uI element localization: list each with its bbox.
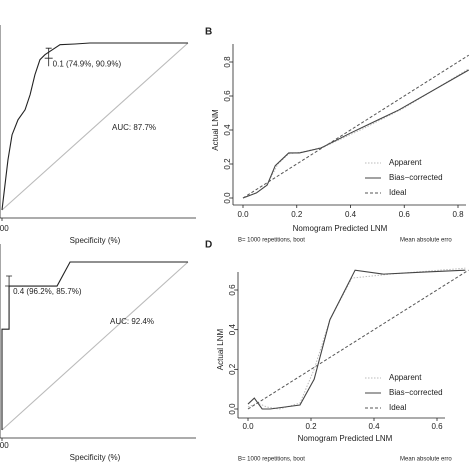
x-tick-label: 0.2	[291, 210, 303, 219]
threshold-label: 0.1 (74.9%, 90.9%)	[53, 59, 122, 68]
y-tick-label: 0.2	[223, 158, 232, 170]
legend-label: Ideal	[389, 403, 407, 412]
series-line	[247, 269, 466, 410]
series-line	[242, 54, 470, 199]
x-axis-label: Specificity (%)	[70, 453, 121, 462]
y-axis-label: Actual LNM	[211, 109, 220, 151]
footer-note: B= 1000 repetitions, boot	[238, 457, 305, 463]
threshold-label: 0.4 (96.2%, 85.7%)	[13, 287, 82, 296]
x-axis-label: Specificity (%)	[70, 236, 121, 245]
y-tick-label: 0.6	[228, 284, 237, 296]
x-tick-label: 100	[0, 224, 9, 233]
x-tick-label: 0.6	[399, 210, 411, 219]
series-line	[247, 267, 466, 410]
series-line	[1, 42, 188, 211]
x-axis-label: Nomogram Predicted LNM	[293, 224, 388, 233]
footer-note: B= 1000 repetitions, boot	[238, 238, 305, 244]
legend-label: Bias−corrected	[389, 173, 443, 182]
series-line	[1, 42, 189, 211]
footer-note: Mean absolute erro	[400, 238, 452, 244]
series-line	[247, 269, 469, 410]
threshold-marker	[5, 275, 14, 295]
panel-letter: B	[205, 27, 212, 38]
y-axis-label: Actual LNM	[216, 328, 225, 370]
x-tick-label: 0.0	[237, 210, 249, 219]
x-tick-label: 0.4	[368, 422, 380, 431]
y-tick-label: 0.0	[223, 192, 232, 204]
panel-letter: D	[205, 240, 212, 251]
annotation: AUC: 92.4%	[110, 317, 154, 326]
y-tick-label: 0.2	[228, 363, 237, 375]
series-line	[242, 69, 470, 199]
x-tick-label: 0.2	[305, 422, 317, 431]
y-tick-label: 0.4	[228, 324, 237, 336]
legend-label: Apparent	[389, 373, 422, 382]
x-tick-label: 0.8	[452, 210, 464, 219]
series-line	[1, 261, 189, 431]
annotation: AUC: 87.7%	[112, 123, 156, 132]
legend-label: Ideal	[389, 188, 407, 197]
legend-label: Apparent	[389, 158, 422, 167]
x-tick-label: 0.6	[431, 422, 443, 431]
x-axis-label: Nomogram Predicted LNM	[298, 434, 393, 443]
y-tick-label: 0.4	[223, 124, 232, 136]
legend-label: Bias−corrected	[389, 388, 443, 397]
threshold-marker	[44, 47, 53, 67]
y-tick-label: 0.6	[223, 90, 232, 102]
footer-note: Mean absolute erro	[400, 457, 452, 463]
x-tick-label: 100	[0, 441, 9, 450]
x-tick-label: 0.0	[242, 422, 254, 431]
x-tick-label: 0.4	[345, 210, 357, 219]
y-tick-label: 0.0	[228, 403, 237, 415]
y-tick-label: 0.8	[223, 56, 232, 68]
